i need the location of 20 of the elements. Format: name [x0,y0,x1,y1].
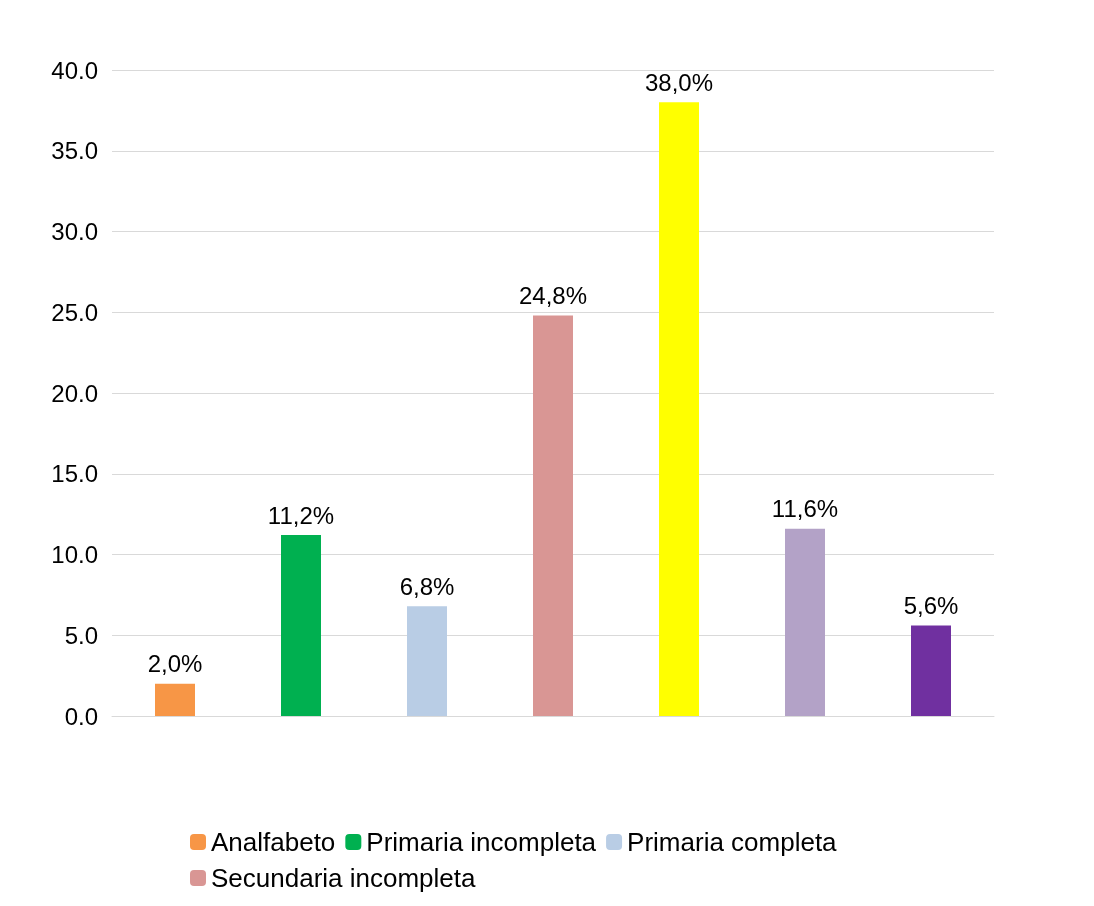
y-tick-label: 35.0 [51,137,98,165]
y-tick-label: 0.0 [64,702,98,730]
y-tick-label: 5.0 [64,621,98,649]
data-label: 11,6% [771,495,839,523]
legend-label: Primaria incompleta [366,827,597,857]
data-label: 11,2% [267,501,335,529]
y-tick-label: 30.0 [51,218,98,245]
data-label: 5,6% [903,592,959,620]
y-tick-label: 15.0 [51,460,98,488]
y-tick-label: 10.0 [51,541,98,568]
y-tick-label: 20.0 [51,379,98,407]
data-label: 24,8% [518,281,588,309]
legend-label: Primaria completa [627,827,838,857]
data-label: 38,0% [644,68,714,96]
y-tick-label: 25.0 [51,298,98,326]
y-tick-label: 40.0 [51,56,98,84]
legend-label: Secundaria incompleta [211,863,477,893]
data-label: 2,0% [147,650,203,678]
legend-label: Analfabeto [211,827,336,857]
data-label: 6,8% [399,572,455,600]
